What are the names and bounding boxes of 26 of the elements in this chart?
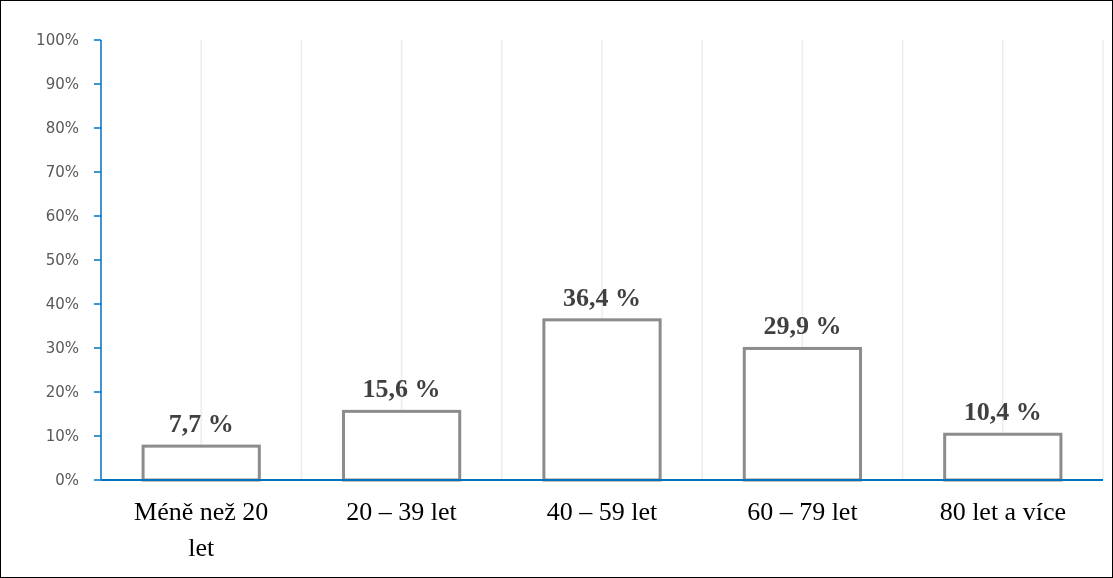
y-tick-label: 40% [45, 295, 79, 314]
y-tick-label: 90% [45, 75, 79, 94]
bar [542, 318, 662, 482]
y-tick-label: 70% [45, 163, 79, 182]
y-tick-label: 30% [45, 339, 79, 358]
y-tick-label: 80% [45, 119, 79, 138]
bar [341, 409, 462, 482]
data-label: 10,4 % [963, 397, 1042, 427]
x-tick-label: 20 – 39 let [346, 497, 458, 526]
y-tick-label: 20% [45, 383, 79, 402]
y-tick-label: 100% [36, 31, 79, 50]
data-label: 29,9 % [763, 311, 842, 341]
x-tick-label: 80 let a více [939, 497, 1066, 526]
bar [742, 346, 863, 482]
y-tick-label: 10% [45, 427, 79, 446]
y-tick-label: 50% [45, 251, 79, 270]
y-tick-label: 60% [45, 207, 79, 226]
x-tick-label: 60 – 79 let [747, 497, 859, 526]
bar [943, 432, 1063, 482]
data-label: 7,7 % [168, 409, 234, 439]
x-tick-label: 40 – 59 let [546, 497, 659, 526]
y-tick-label: 0% [55, 471, 79, 490]
x-tick-label: Méně než 20 let [134, 497, 269, 562]
data-label: 15,6 % [362, 374, 441, 404]
data-label: 36,4 % [563, 282, 641, 312]
bar [141, 444, 261, 482]
